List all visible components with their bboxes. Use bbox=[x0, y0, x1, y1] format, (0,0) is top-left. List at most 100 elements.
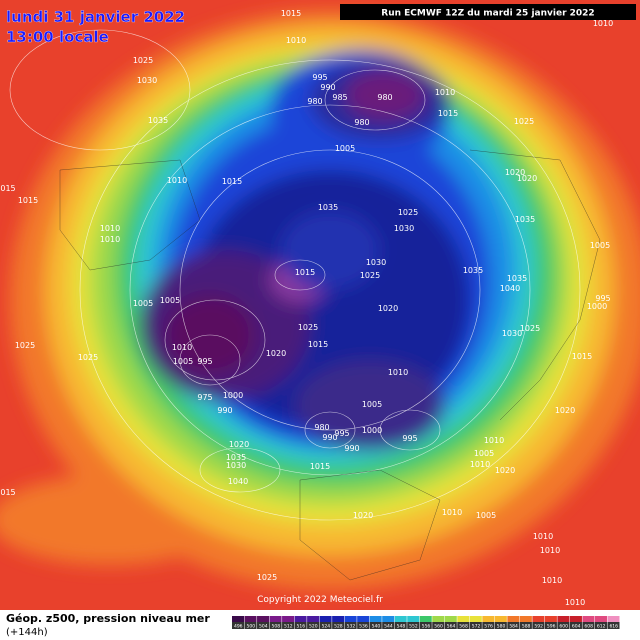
isobar-label: 1005 bbox=[362, 400, 382, 409]
isobar-label: 1015 bbox=[310, 462, 330, 471]
scale-swatch bbox=[494, 616, 507, 622]
isobar-label: 985 bbox=[332, 93, 347, 102]
scale-swatch bbox=[319, 616, 332, 622]
map-time: 13:00 locale bbox=[6, 28, 109, 46]
isobar-label: 1010 bbox=[435, 88, 455, 97]
scale-label: 540 bbox=[372, 624, 381, 630]
scale-label-bg bbox=[407, 622, 420, 629]
isobar-label: 1025 bbox=[78, 353, 98, 362]
isobar-label: 1010 bbox=[388, 368, 408, 377]
isobar-label: 995 bbox=[334, 429, 349, 438]
scale-label-bg bbox=[369, 622, 382, 629]
scale-label-bg bbox=[532, 622, 545, 629]
run-info-box bbox=[340, 4, 636, 20]
isobar-label: 1035 bbox=[507, 274, 527, 283]
isobar-label: 980 bbox=[307, 97, 322, 106]
isobar-label: 1010 bbox=[100, 235, 120, 244]
isobar-label: 990 bbox=[320, 83, 335, 92]
isobar-label: 995 bbox=[595, 294, 610, 303]
isobar-label: 1010 bbox=[484, 436, 504, 445]
isobar-label: 1025 bbox=[398, 208, 418, 217]
scale-label-bg bbox=[519, 622, 532, 629]
scale-label: 516 bbox=[297, 624, 306, 630]
isobar-label: 995 bbox=[197, 357, 212, 366]
isobar-label: 1025 bbox=[298, 323, 318, 332]
isobar-label: 1030 bbox=[137, 76, 157, 85]
isobar-label: 1010 bbox=[565, 598, 585, 607]
scale-swatch bbox=[507, 616, 520, 622]
caption: Géop. z500, pression niveau mer bbox=[6, 612, 210, 625]
isobar-label: 1020 bbox=[517, 174, 537, 183]
scale-label-bg bbox=[494, 622, 507, 629]
isobar-label: 1035 bbox=[318, 203, 338, 212]
scale-label: 612 bbox=[597, 624, 606, 630]
scale-label: 568 bbox=[459, 624, 468, 630]
scale-swatch bbox=[269, 616, 282, 622]
isobar-label: 1005 bbox=[133, 299, 153, 308]
scale-label-bg bbox=[569, 622, 582, 629]
scale-label-bg bbox=[232, 622, 245, 629]
scale-swatch bbox=[532, 616, 545, 622]
isobar-label: 995 bbox=[312, 73, 327, 82]
scale-label-bg bbox=[382, 622, 395, 629]
isobar-label: 1010 bbox=[167, 176, 187, 185]
scale-swatch bbox=[419, 616, 432, 622]
scale-label: 604 bbox=[572, 624, 581, 630]
isobar-label: 1030 bbox=[502, 329, 522, 338]
isobar-label: 1005 bbox=[590, 241, 610, 250]
scale-swatch bbox=[344, 616, 357, 622]
scale-swatch bbox=[357, 616, 370, 622]
run-info: Run ECMWF 12Z du mardi 25 janvier 2022 bbox=[381, 9, 594, 19]
scale-label: 596 bbox=[547, 624, 556, 630]
scale-label: 572 bbox=[472, 624, 481, 630]
isobar-label: 1010 bbox=[593, 19, 613, 28]
scale-swatch bbox=[394, 616, 407, 622]
scale-swatch bbox=[607, 616, 620, 622]
isobar-label: 1020 bbox=[505, 168, 525, 177]
scale-swatch bbox=[369, 616, 382, 622]
scale-swatch bbox=[469, 616, 482, 622]
isobar-label: 1035 bbox=[463, 266, 483, 275]
scale-label-bg bbox=[307, 622, 320, 629]
scale-swatch bbox=[519, 616, 532, 622]
scale-swatch bbox=[569, 616, 582, 622]
isobar-label: 1015 bbox=[572, 352, 592, 361]
scale-label: 544 bbox=[384, 624, 393, 630]
scale-label: 576 bbox=[484, 624, 493, 630]
scale-label-bg bbox=[444, 622, 457, 629]
isobar-label: 1025 bbox=[133, 56, 153, 65]
scale-label-bg bbox=[544, 622, 557, 629]
isobar-label: 1035 bbox=[515, 215, 535, 224]
scale-label: 532 bbox=[347, 624, 356, 630]
scale-label: 500 bbox=[246, 624, 255, 630]
scale-label: 584 bbox=[509, 624, 518, 630]
scale-label: 548 bbox=[397, 624, 406, 630]
isobar-label: 1035 bbox=[226, 453, 246, 462]
isobar-label: 1025 bbox=[520, 324, 540, 333]
scale-swatch bbox=[282, 616, 295, 622]
scale-swatch bbox=[557, 616, 570, 622]
isobar-label: 975 bbox=[197, 393, 212, 402]
isobar-label: 1010 bbox=[533, 532, 553, 541]
scale-swatch bbox=[544, 616, 557, 622]
isobar-label: 995 bbox=[402, 434, 417, 443]
isobar-label: 1020 bbox=[353, 511, 373, 520]
scale-label-bg bbox=[282, 622, 295, 629]
scale-label-bg bbox=[269, 622, 282, 629]
scale-swatch bbox=[244, 616, 257, 622]
scale-label-bg bbox=[257, 622, 270, 629]
scale-label-bg bbox=[344, 622, 357, 629]
isobar-label: 990 bbox=[322, 433, 337, 442]
isobar-label: 1005 bbox=[476, 511, 496, 520]
geopotential-field bbox=[0, 0, 640, 610]
scale-swatch bbox=[432, 616, 445, 622]
map-date: lundi 31 janvier 2022 bbox=[6, 8, 185, 26]
isobar-label: 1015 bbox=[308, 340, 328, 349]
scale-label: 556 bbox=[422, 624, 431, 630]
scale-swatch bbox=[294, 616, 307, 622]
isobar-label: 1025 bbox=[360, 271, 380, 280]
isobar-label: 1005 bbox=[160, 296, 180, 305]
isobar-label: 1035 bbox=[148, 116, 168, 125]
